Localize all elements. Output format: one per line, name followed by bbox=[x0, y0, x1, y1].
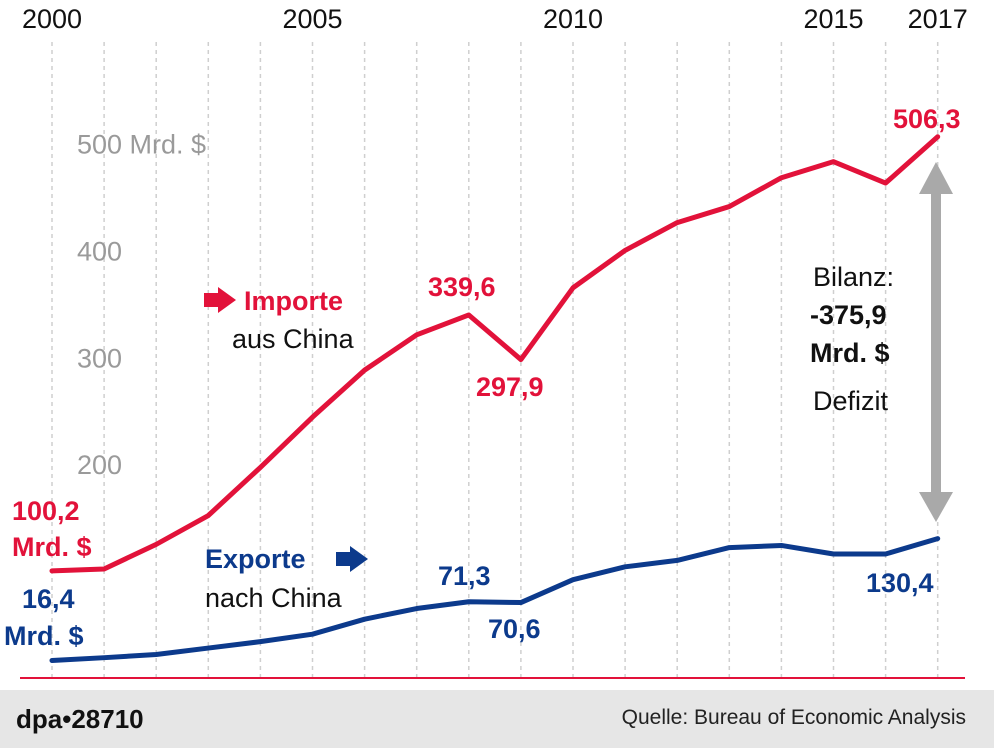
source-note: Quelle: Bureau of Economic Analysis bbox=[621, 706, 966, 729]
balance-label-unit: Mrd. $ bbox=[810, 338, 890, 368]
x-tick-label: 2017 bbox=[908, 4, 968, 34]
exports-legend-title: Exporte bbox=[205, 544, 306, 574]
imports-arrow-icon bbox=[204, 287, 236, 313]
x-axis-ticks: 2000 2005 2010 2015 2017 bbox=[22, 4, 968, 34]
exports-legend-sub: nach China bbox=[205, 583, 343, 613]
line-chart: 2000 2005 2010 2015 2017 500 Mrd. $ 400 300 200… bbox=[4, 4, 968, 679]
imports-2009-label: 297,9 bbox=[476, 372, 544, 402]
y-tick-label: 300 bbox=[77, 343, 122, 373]
y-tick-label: 200 bbox=[77, 450, 122, 480]
y-axis-ticks: 500 Mrd. $ 400 300 200 bbox=[77, 130, 206, 481]
x-tick-label: 2005 bbox=[282, 4, 342, 34]
series-lines bbox=[49, 134, 941, 663]
balance-arrow bbox=[919, 162, 953, 522]
x-tick-label: 2010 bbox=[543, 4, 603, 34]
grid-lines bbox=[51, 42, 939, 678]
balance-label-value: -375,9 bbox=[810, 300, 887, 330]
balance-label-title: Bilanz: bbox=[813, 262, 894, 292]
agency-credit: dpa•28710 bbox=[16, 704, 144, 734]
exports-line bbox=[49, 536, 941, 663]
exports-start-label-value: 16,4 bbox=[22, 584, 75, 614]
exports-start-label-unit: Mrd. $ bbox=[4, 621, 84, 651]
imports-end-label: 506,3 bbox=[893, 104, 961, 134]
imports-start-label-unit: Mrd. $ bbox=[12, 532, 92, 562]
exports-end-label: 130,4 bbox=[866, 568, 934, 598]
exports-arrow-icon bbox=[336, 546, 368, 572]
exports-2009-label: 70,6 bbox=[488, 614, 541, 644]
x-tick-label: 2000 bbox=[22, 4, 82, 34]
footer-bar: dpa•28710 Quelle: Bureau of Economic Ana… bbox=[0, 690, 994, 748]
imports-start-label-value: 100,2 bbox=[12, 496, 80, 526]
y-tick-label: 500 Mrd. $ bbox=[77, 130, 206, 160]
imports-legend-sub: aus China bbox=[232, 324, 355, 354]
imports-2008-label: 339,6 bbox=[428, 272, 496, 302]
y-tick-label: 400 bbox=[77, 236, 122, 266]
imports-legend-title: Importe bbox=[244, 286, 343, 316]
x-tick-label: 2015 bbox=[803, 4, 863, 34]
balance-label-note: Defizit bbox=[813, 386, 889, 416]
imports-line bbox=[49, 134, 941, 574]
exports-2008-label: 71,3 bbox=[438, 561, 491, 591]
